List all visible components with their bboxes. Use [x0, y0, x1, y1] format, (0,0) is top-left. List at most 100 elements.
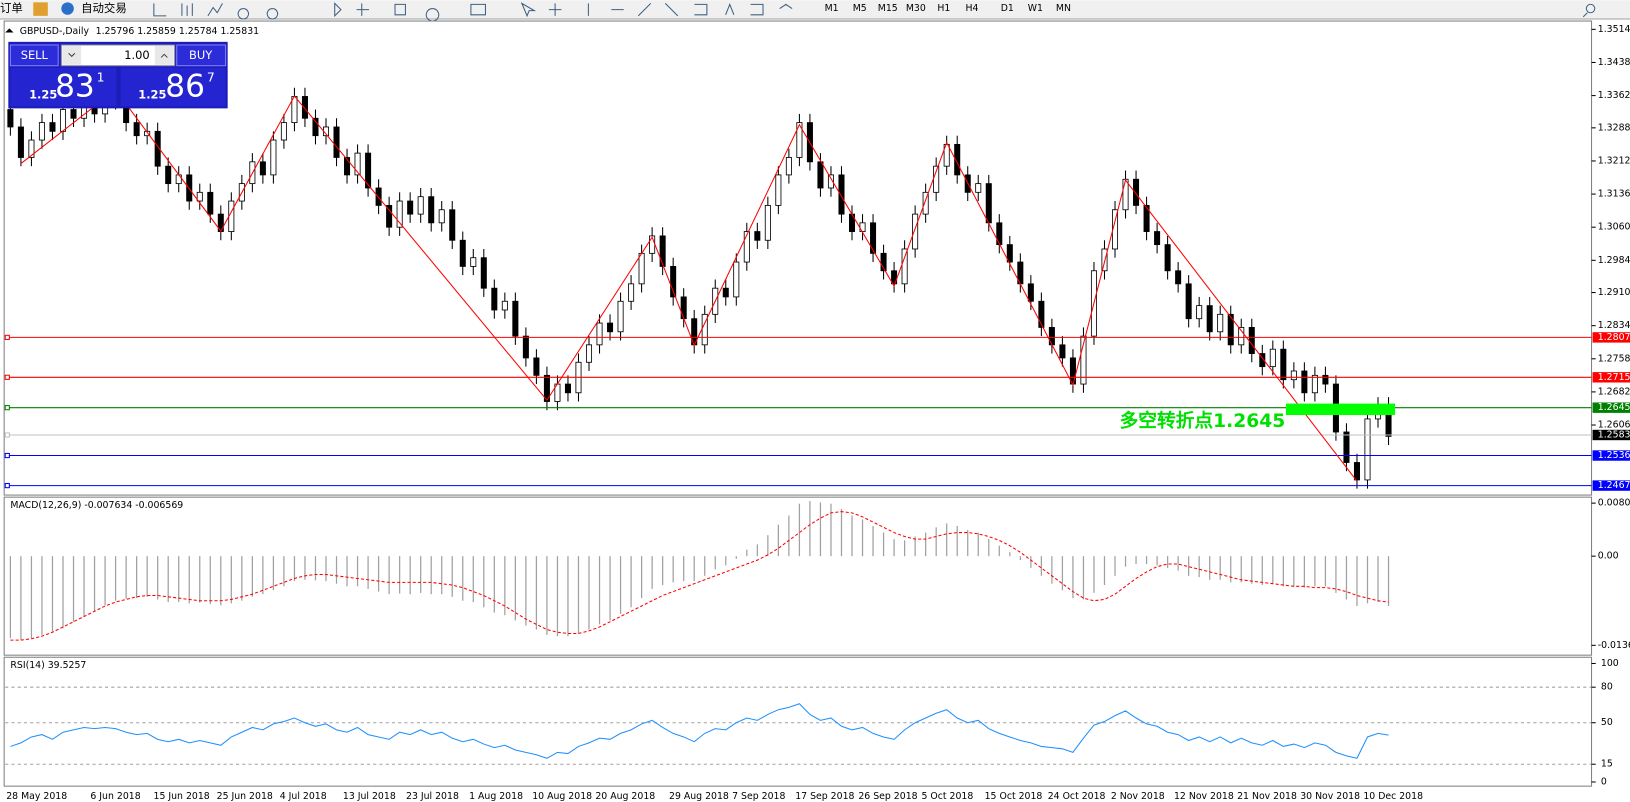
timeframe-button[interactable]: M15 — [878, 3, 898, 14]
candle-body — [333, 126, 340, 158]
level-label: 1.27155 — [1598, 372, 1630, 383]
lots-field[interactable] — [60, 44, 176, 67]
candle-body — [270, 139, 277, 176]
candle-body — [1269, 348, 1276, 368]
candle-body — [975, 183, 982, 193]
timeframe-button[interactable]: H4 — [965, 3, 978, 14]
buy-price-box[interactable] — [120, 67, 226, 107]
candle-body — [1206, 305, 1213, 333]
annotation: 多空转折点1.2645 — [1120, 410, 1286, 432]
candle-body — [764, 204, 771, 241]
x-tick-label: 4 Jul 2018 — [280, 791, 327, 802]
level-marker — [4, 482, 10, 489]
candle-body — [1154, 231, 1161, 246]
toolbar-icons — [153, 2, 793, 22]
candle-body — [207, 191, 214, 215]
candle-body — [638, 252, 645, 285]
sell-button[interactable] — [9, 44, 59, 67]
level-label: 1.25360 — [1598, 450, 1630, 461]
x-tick-label: 10 Aug 2018 — [532, 791, 592, 802]
candle-body — [501, 300, 508, 311]
rsi-line — [10, 703, 1389, 759]
x-tick-label: 12 Nov 2018 — [1174, 791, 1234, 802]
x-tick-label: 13 Jul 2018 — [343, 791, 396, 802]
lots-value[interactable]: 1.00 — [124, 48, 149, 62]
autotrade-button[interactable]: 自动交易 — [81, 1, 127, 15]
collapse-icon — [5, 28, 14, 33]
timeframe-button[interactable]: M5 — [853, 3, 867, 14]
candle-body — [1248, 326, 1255, 354]
candle-body — [196, 191, 203, 202]
candle-body — [922, 191, 929, 215]
candle-body — [301, 96, 308, 119]
candle-body — [670, 265, 677, 298]
order-button[interactable]: 订单 — [0, 1, 23, 15]
arrows — [68, 52, 168, 58]
candle-body — [1364, 418, 1371, 481]
candle-body — [512, 300, 519, 337]
rsi-panel — [3, 656, 1593, 787]
y-tick-label: 1.33620 — [1598, 90, 1630, 101]
timeframe-button[interactable]: D1 — [1001, 3, 1014, 14]
timeframe-button[interactable]: M1 — [825, 3, 839, 14]
lots-up[interactable] — [154, 45, 174, 65]
candle-body — [533, 357, 540, 376]
candle-body — [365, 152, 372, 189]
search-icon — [1582, 3, 1596, 18]
toolbar — [0, 0, 1630, 19]
candle-body — [470, 257, 477, 267]
candle-body — [1311, 374, 1318, 394]
candle-body — [133, 122, 140, 137]
x-tick-label: 30 Nov 2018 — [1300, 791, 1360, 802]
lots-down[interactable] — [62, 45, 82, 65]
icon — [33, 2, 48, 16]
candle-body — [1101, 248, 1108, 272]
zigzag-line — [20, 89, 1358, 482]
level-label: 1.26458 — [1598, 402, 1630, 413]
macd-title: MACD(12,26,9) -0.007634 -0.006569 — [10, 500, 183, 511]
candle-body — [585, 344, 593, 363]
timeframe-button[interactable]: W1 — [1028, 3, 1043, 14]
x-tick-label: 17 Sep 2018 — [795, 791, 854, 802]
y-tick-label: 0.00 — [1598, 551, 1619, 562]
timeframe-button[interactable]: M30 — [906, 3, 926, 14]
sell-price-big: 1.25 — [29, 87, 57, 101]
buy-button[interactable] — [176, 44, 227, 67]
y-tick-label: 0.00809 — [1598, 498, 1630, 509]
candle-body — [1185, 283, 1192, 320]
x-tick-label: 25 Jun 2018 — [217, 791, 273, 802]
timeframe-button[interactable]: MN — [1056, 3, 1071, 14]
buy-label[interactable]: BUY — [189, 48, 212, 62]
candle-body — [1238, 326, 1245, 346]
candle-body — [1122, 178, 1129, 211]
candle-body — [144, 130, 151, 137]
y-tick-label: 1.27580 — [1598, 353, 1630, 364]
timeframe-button[interactable]: H1 — [937, 3, 950, 14]
candle-body — [1164, 244, 1171, 272]
candle-body — [1006, 244, 1013, 263]
x-tick-label: 28 May 2018 — [6, 791, 67, 802]
candle-body — [607, 322, 614, 333]
candle-body — [344, 157, 351, 176]
candle-body — [880, 252, 887, 272]
candle-body — [1059, 344, 1066, 359]
candle-body — [985, 183, 992, 224]
candle-body — [386, 204, 393, 228]
candle-body — [1027, 283, 1034, 302]
level-box — [1592, 450, 1630, 461]
highlight-bar — [1285, 403, 1396, 416]
sell-label[interactable]: SELL — [21, 48, 49, 62]
y-tick-label: 1.28340 — [1598, 320, 1630, 331]
level-box — [1592, 402, 1630, 413]
candle-body — [396, 200, 403, 228]
candle-body — [1048, 326, 1055, 346]
candle-body — [417, 196, 424, 215]
candle-body — [49, 122, 56, 132]
icon — [61, 2, 74, 15]
candle-body — [722, 287, 729, 298]
sell-price-box[interactable] — [10, 67, 117, 107]
candle-body — [459, 239, 466, 267]
chart-subtitle: 1.25796 1.25859 1.25784 1.25831 — [96, 26, 260, 37]
y-tick-label: 1.32120 — [1598, 155, 1630, 166]
